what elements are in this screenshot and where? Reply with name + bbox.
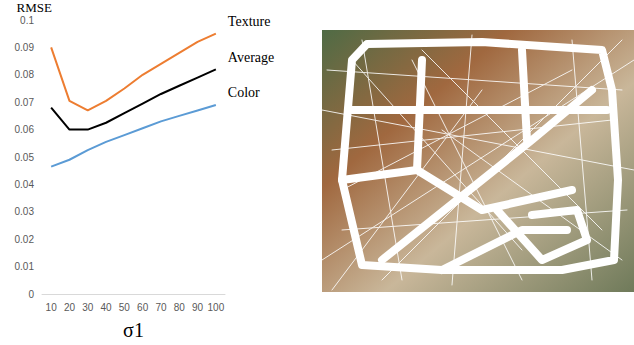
svg-text:0.1: 0.1 [20,15,34,26]
svg-text:0.05: 0.05 [15,152,35,163]
svg-text:0.08: 0.08 [15,69,35,80]
svg-text:σ1: σ1 [123,319,144,341]
svg-text:0.09: 0.09 [15,42,35,53]
svg-text:60: 60 [137,302,149,313]
svg-text:0.07: 0.07 [15,97,35,108]
svg-text:50: 50 [119,302,131,313]
svg-text:40: 40 [100,302,112,313]
svg-text:30: 30 [82,302,94,313]
svg-text:80: 80 [174,302,186,313]
svg-text:0.02: 0.02 [15,234,35,245]
svg-text:RMSE: RMSE [17,0,52,15]
svg-text:Color: Color [228,85,260,100]
svg-text:0.01: 0.01 [15,261,35,272]
svg-text:70: 70 [155,302,167,313]
svg-text:Average: Average [228,50,274,65]
svg-text:90: 90 [192,302,204,313]
svg-text:10: 10 [46,302,58,313]
svg-text:20: 20 [64,302,76,313]
svg-text:0.06: 0.06 [15,124,35,135]
svg-text:0.04: 0.04 [15,179,35,190]
svg-text:0: 0 [28,289,34,300]
svg-text:100: 100 [208,302,225,313]
svg-text:0.03: 0.03 [15,206,35,217]
svg-text:Texture: Texture [228,14,271,29]
